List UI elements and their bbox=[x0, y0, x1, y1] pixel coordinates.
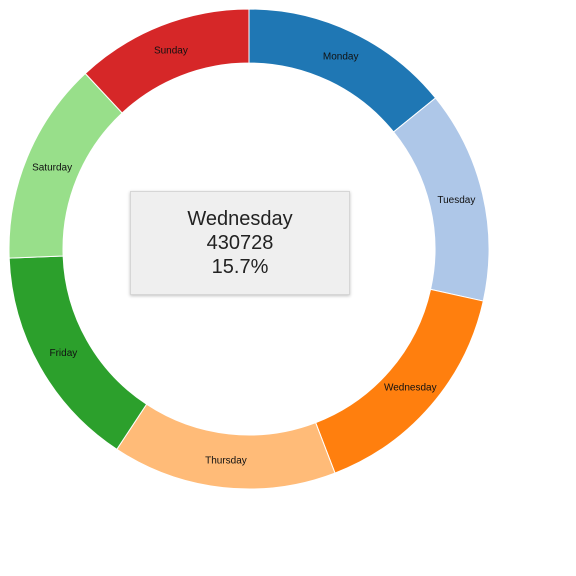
tooltip-value: 430728 bbox=[206, 232, 274, 254]
slice-label-friday: Friday bbox=[49, 348, 77, 359]
slice-label-wednesday: Wednesday bbox=[384, 383, 437, 394]
slice-label-sunday: Sunday bbox=[154, 45, 188, 56]
tooltip-percent: 15.7% bbox=[211, 256, 269, 278]
slice-monday[interactable] bbox=[248, 8, 437, 133]
slice-sunday[interactable] bbox=[84, 8, 250, 114]
slice-friday[interactable] bbox=[8, 255, 148, 451]
slice-thursday[interactable] bbox=[116, 403, 336, 490]
slice-label-tuesday: Tuesday bbox=[437, 195, 475, 206]
slice-label-thursday: Thursday bbox=[205, 455, 247, 466]
donut-labels: Monday Tuesday Wednesday Thursday Friday Satu… bbox=[32, 45, 475, 466]
slice-label-monday: Monday bbox=[323, 51, 359, 62]
slice-label-saturday: Saturday bbox=[32, 162, 72, 173]
tooltip: Wednesday 430728 15.7% bbox=[130, 191, 350, 295]
donut-slices bbox=[8, 8, 490, 490]
slice-wednesday[interactable] bbox=[314, 288, 484, 474]
tooltip-label: Wednesday bbox=[187, 208, 293, 230]
